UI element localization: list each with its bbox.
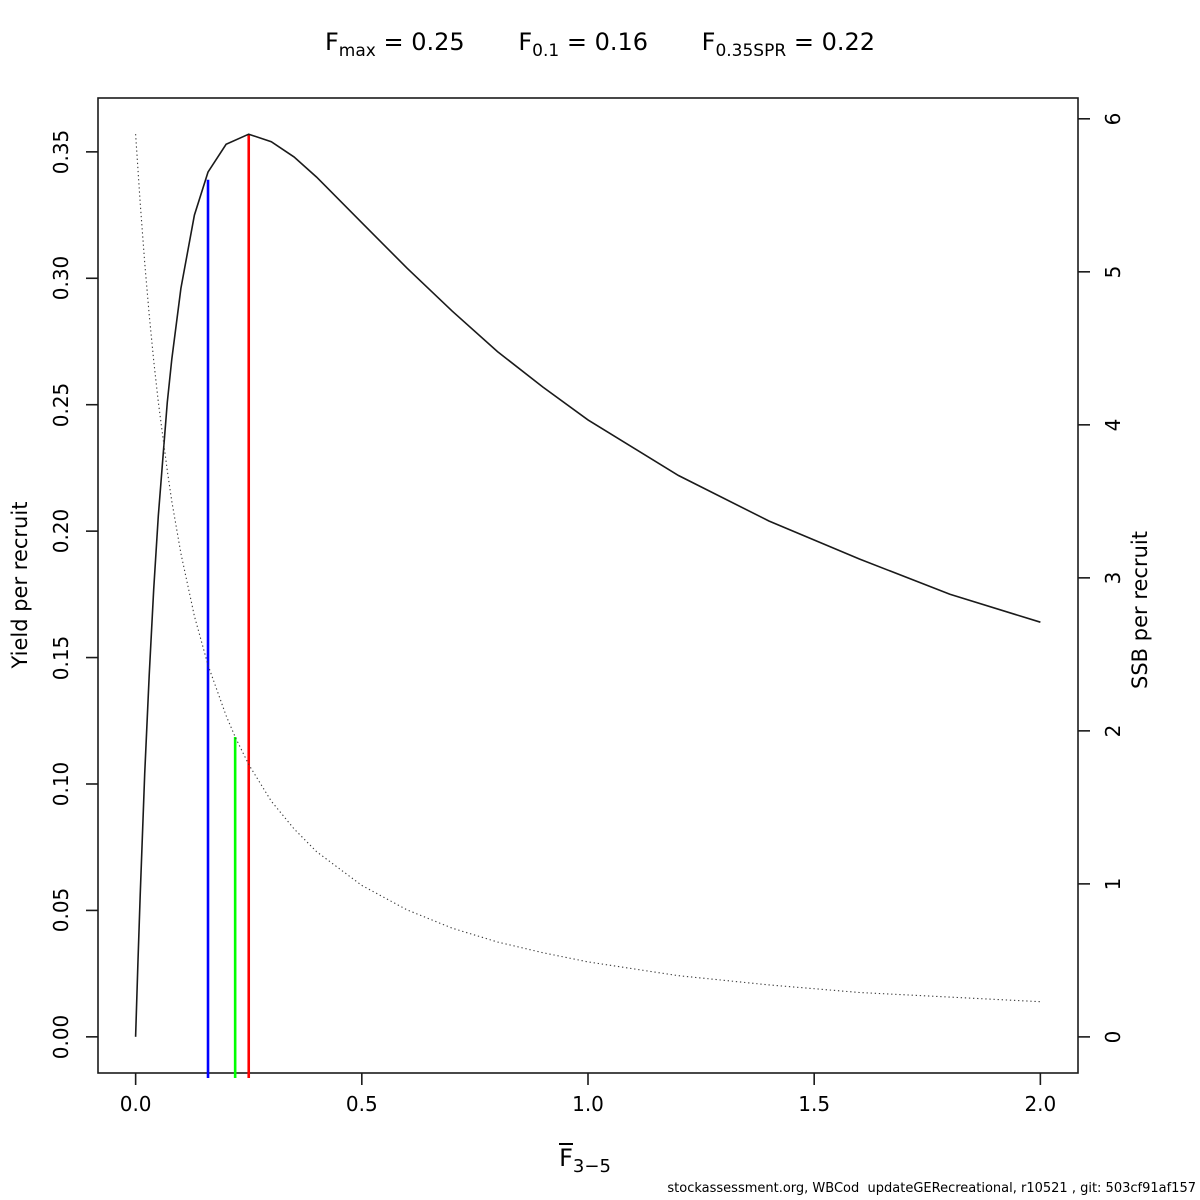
x-axis-tick-label: 2.0 — [1024, 1092, 1057, 1116]
attribution-text: stockassessment.org, WBCod updateGERecre… — [667, 1181, 1196, 1196]
y-axis-right-tick-label: 1 — [1101, 877, 1125, 891]
x-axis-tick-label: 0.5 — [345, 1092, 378, 1116]
y-axis-left-tick-label: 0.25 — [49, 382, 73, 427]
x-axis-tick-label: 1.5 — [798, 1092, 831, 1116]
fmax-title-item: Fmax = 0.25 — [324, 28, 465, 61]
y-axis-right-tick-label: 3 — [1101, 571, 1125, 585]
x-axis-tick-label: 0.0 — [119, 1092, 152, 1116]
ssb-per-recruit-curve — [135, 134, 1041, 1003]
yield-per-recruit-curve — [134, 133, 1041, 1037]
y-axis-left-tick-label: 0.05 — [49, 888, 73, 933]
x-axis-title: F3−5 — [559, 1143, 611, 1177]
y-axis-left-tick-label: 0.20 — [49, 508, 73, 554]
reference-lines — [206, 134, 251, 1078]
y-axis-left-title: Yield per recruit — [8, 501, 32, 669]
x-axis-tick-label: 1.0 — [572, 1092, 604, 1116]
f01-title-item: F0.1 = 0.16 — [518, 28, 648, 61]
y-axis-right-tick-label: 5 — [1101, 265, 1125, 279]
fbar-symbol: F — [559, 1143, 573, 1173]
y-axis-right-tick-label: 6 — [1101, 112, 1125, 126]
plot-box — [97, 97, 1079, 1074]
y-axis-right-tick-label: 2 — [1101, 724, 1125, 738]
y-axis-left-tick-label: 0.10 — [49, 761, 73, 807]
y-axis-left-tick-label: 0.15 — [49, 635, 73, 680]
plot-title: Fmax = 0.25 F0.1 = 0.16 F0.35SPR = 0.22 — [0, 28, 1200, 61]
y-axis-left-tick-label: 0.30 — [49, 256, 73, 301]
y-axis-left-tick-label: 0.35 — [49, 129, 73, 175]
y-axis-right-title: SSB per recruit — [1128, 531, 1152, 689]
y-axis-right-tick-label: 4 — [1101, 418, 1125, 432]
axis-ticks — [86, 118, 1090, 1085]
y-axis-right-tick-label: 0 — [1101, 1030, 1125, 1044]
y-axis-left-tick-label: 0.00 — [49, 1014, 73, 1060]
fspr-title-item: F0.35SPR = 0.22 — [701, 28, 875, 61]
